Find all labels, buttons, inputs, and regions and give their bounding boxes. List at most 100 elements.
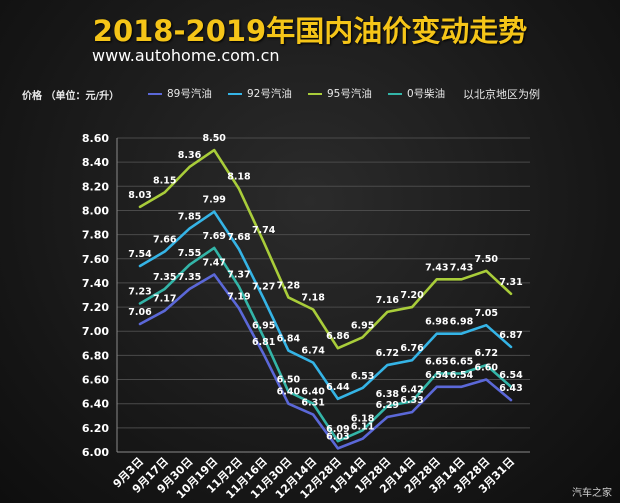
data-label: 6.18 [351, 413, 375, 424]
data-label: 7.66 [153, 235, 177, 246]
data-label: 6.09 [326, 424, 349, 435]
data-label: 6.44 [326, 382, 350, 393]
y-tick-label: 6.80 [82, 349, 109, 362]
legend-label-89: 89号汽油 [167, 88, 212, 100]
data-label: 7.47 [202, 257, 225, 268]
series-line-92 [138, 210, 513, 401]
data-label: 7.28 [277, 280, 301, 291]
data-label: 6.84 [277, 334, 301, 345]
data-label: 7.18 [301, 292, 325, 303]
data-label: 7.43 [450, 262, 473, 273]
legend-swatch-0 [388, 92, 402, 95]
data-label: 7.37 [227, 270, 250, 281]
legend-item-89: 89号汽油 [148, 86, 228, 101]
legend: 89号汽油 92号汽油 95号汽油 0号柴油 [148, 86, 468, 101]
data-label: 6.54 [425, 370, 449, 381]
data-label: 7.69 [202, 231, 225, 242]
legend-item-92: 92号汽油 [228, 86, 308, 101]
data-label: 6.54 [450, 370, 474, 381]
legend-item-0: 0号柴油 [388, 86, 468, 101]
y-tick-label: 7.00 [82, 325, 109, 338]
data-label: 7.20 [400, 290, 424, 301]
data-label: 6.53 [351, 371, 374, 382]
region-note: 以北京地区为例 [463, 88, 540, 101]
data-label: 6.76 [400, 343, 424, 354]
data-label: 7.17 [153, 294, 176, 305]
data-label: 6.65 [450, 357, 473, 368]
data-label: 8.36 [178, 150, 202, 161]
data-label: 7.55 [178, 248, 201, 259]
data-label: 6.65 [425, 357, 448, 368]
y-tick-label: 7.60 [82, 253, 109, 266]
data-label: 8.15 [153, 175, 176, 186]
legend-label-92: 92号汽油 [247, 88, 292, 100]
y-tick-label: 8.00 [82, 204, 109, 217]
y-tick-label: 7.40 [82, 277, 109, 290]
y-tick-label: 7.80 [82, 229, 109, 242]
data-label: 7.35 [153, 272, 176, 283]
data-label: 7.16 [376, 295, 400, 306]
data-label: 7.35 [178, 272, 201, 283]
data-label: 6.29 [376, 400, 399, 411]
legend-swatch-95 [308, 92, 322, 95]
y-tick-label: 6.00 [82, 446, 109, 459]
data-label: 7.68 [227, 232, 251, 243]
y-tick-label: 6.20 [82, 422, 109, 435]
data-label: 6.98 [450, 317, 474, 328]
series-line-89 [138, 273, 513, 450]
data-label: 6.38 [376, 389, 400, 400]
y-tick-label: 8.60 [82, 132, 109, 145]
data-label: 7.23 [128, 286, 151, 297]
data-label: 7.27 [252, 282, 275, 293]
data-label: 6.43 [499, 383, 522, 394]
chart-subtitle: www.autohome.com.cn [92, 46, 280, 65]
data-label: 7.85 [178, 212, 201, 223]
data-label: 7.19 [227, 291, 250, 302]
data-label: 8.18 [227, 172, 251, 183]
data-label: 6.40 [277, 387, 301, 398]
data-label: 6.72 [475, 348, 498, 359]
data-label: 6.03 [326, 431, 349, 442]
data-label: 7.99 [202, 195, 225, 206]
data-label: 6.95 [252, 320, 275, 331]
data-label: 6.33 [400, 395, 423, 406]
data-label: 6.11 [351, 422, 374, 433]
data-label: 6.98 [425, 317, 449, 328]
legend-swatch-92 [228, 92, 242, 95]
data-label: 6.60 [475, 363, 499, 374]
data-label: 6.42 [400, 384, 423, 395]
data-label: 6.87 [499, 330, 522, 341]
chart-title: 2018-2019年国内油价变动走势 [92, 14, 528, 48]
data-label: 7.54 [128, 249, 152, 260]
y-tick-label: 7.20 [82, 301, 109, 314]
legend-item-95: 95号汽油 [308, 86, 388, 101]
data-label: 6.74 [301, 346, 325, 357]
data-label: 6.95 [351, 320, 374, 331]
data-label: 7.50 [475, 254, 499, 265]
data-label: 8.50 [202, 133, 226, 144]
y-axis-label: 价格 （单位：元/升） [22, 91, 120, 102]
data-label: 7.31 [499, 277, 522, 288]
data-label: 7.05 [475, 308, 498, 319]
y-tick-label: 8.40 [82, 156, 109, 169]
watermark: 汽车之家 [572, 488, 612, 499]
data-label: 6.31 [301, 398, 324, 409]
series-line-95 [138, 148, 513, 350]
data-label: 6.81 [252, 337, 275, 348]
y-tick-label: 6.60 [82, 374, 109, 387]
data-label: 6.54 [499, 370, 523, 381]
data-label: 6.86 [326, 331, 350, 342]
data-label: 7.06 [128, 307, 152, 318]
data-label: 6.50 [277, 375, 301, 386]
legend-label-0: 0号柴油 [407, 88, 446, 100]
data-label: 6.40 [301, 387, 325, 398]
data-label: 7.43 [425, 262, 448, 273]
y-tick-label: 6.40 [82, 398, 109, 411]
y-tick-label: 8.20 [82, 180, 109, 193]
data-label: 7.74 [252, 225, 276, 236]
data-label: 8.03 [128, 190, 151, 201]
data-label: 6.72 [376, 348, 399, 359]
series-line-0 [138, 246, 513, 443]
legend-label-95: 95号汽油 [327, 88, 372, 100]
